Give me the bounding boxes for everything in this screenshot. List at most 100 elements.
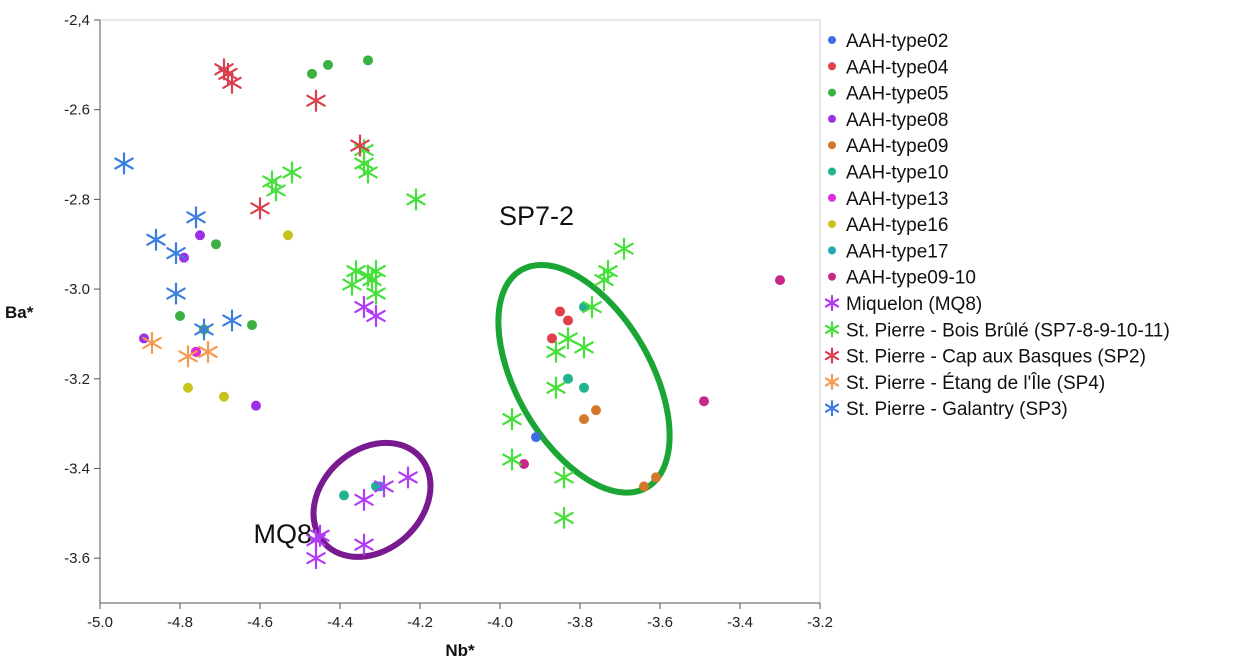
asterisk-stroke: [310, 529, 330, 542]
legend-item: AAH-type10: [828, 163, 948, 184]
dot-point: [591, 405, 601, 416]
asterisk-point: [554, 466, 574, 489]
series-7: [183, 230, 293, 402]
annotation-label: MQ8: [253, 519, 312, 549]
asterisk-point: [546, 376, 566, 399]
asterisk-stroke: [354, 538, 374, 551]
asterisk-stroke: [354, 493, 374, 506]
asterisk-stroke: [366, 287, 386, 300]
dot-point: [699, 396, 709, 407]
asterisk-stroke: [346, 265, 366, 278]
dot-point: [175, 310, 185, 321]
legend-item: AAH-type05: [828, 84, 948, 105]
asterisk-point: [306, 529, 326, 552]
series-12: [214, 58, 370, 220]
legend-item: St. Pierre - Cap aux Basques (SP2): [824, 347, 1146, 368]
asterisk-stroke: [350, 139, 370, 152]
asterisk-point: [266, 179, 286, 202]
dot-point: [531, 432, 541, 443]
asterisk-point: [824, 347, 840, 364]
asterisk-point: [574, 336, 594, 359]
asterisk-point: [502, 408, 522, 431]
dot-point: [563, 315, 573, 326]
legend-item: St. Pierre - Galantry (SP3): [824, 399, 1068, 420]
asterisk-point: [166, 282, 186, 305]
asterisk-stroke: [824, 324, 840, 334]
x-tick-label: -4.8: [167, 614, 193, 631]
asterisk-point: [594, 269, 614, 292]
asterisk-stroke: [406, 193, 426, 206]
legend-label: AAH-type13: [846, 189, 948, 210]
asterisk-stroke: [398, 471, 418, 484]
series-4: [579, 405, 661, 492]
asterisk-point: [166, 242, 186, 265]
legend-item: AAH-type13: [828, 189, 948, 210]
asterisk-stroke: [558, 332, 578, 345]
asterisk-stroke: [198, 345, 218, 358]
asterisk-stroke: [166, 287, 186, 300]
dot-point: [219, 391, 229, 402]
legend-item: AAH-type16: [828, 215, 948, 236]
asterisk-point: [614, 237, 634, 260]
series-13: [142, 331, 218, 368]
asterisk-stroke: [114, 157, 134, 170]
axes: -5.0 -4.8 -4.6 -4.4 -4.2 -4.0 -3.8 -3.6 -3.4 -3.2…: [5, 12, 833, 660]
asterisk-point: [198, 340, 218, 363]
legend-label: AAH-type16: [846, 215, 948, 236]
legend-item: AAH-type04: [828, 57, 949, 78]
asterisk-stroke: [222, 76, 242, 89]
asterisk-stroke: [146, 233, 166, 246]
asterisk-point: [306, 547, 326, 570]
asterisk-point: [306, 89, 326, 112]
asterisk-stroke: [306, 94, 326, 107]
asterisk-point: [222, 309, 242, 332]
asterisk-stroke: [142, 336, 162, 349]
asterisk-stroke: [194, 323, 214, 336]
dot-point: [775, 275, 785, 286]
y-tick-label: -3.4: [64, 460, 90, 477]
asterisk-stroke: [178, 350, 198, 363]
series-14: [114, 152, 242, 341]
legend-label: AAH-type17: [846, 241, 948, 262]
dot-point: [339, 490, 349, 501]
asterisk-stroke: [306, 534, 326, 547]
asterisk-point: [282, 161, 302, 184]
y-axis-title: Ba*: [5, 303, 34, 322]
asterisk-point: [546, 340, 566, 363]
asterisk-point: [114, 152, 134, 175]
dot-point: [323, 59, 333, 70]
legend-label: AAH-type09: [846, 136, 948, 157]
legend-dot-marker: [828, 62, 836, 71]
x-tick-label: -3.2: [807, 614, 833, 631]
asterisk-point: [146, 228, 166, 251]
asterisk-point: [824, 400, 840, 417]
legend-item: AAH-type02: [828, 31, 948, 52]
x-tick-label: -3.6: [647, 614, 673, 631]
dot-point: [547, 333, 557, 344]
asterisk-stroke: [266, 184, 286, 197]
legend-item: Miquelon (MQ8): [824, 294, 982, 315]
x-tick-label: -5.0: [87, 614, 113, 631]
legend-label: AAH-type09-10: [846, 268, 976, 289]
asterisk-stroke: [282, 166, 302, 179]
legend-item: AAH-type09: [828, 136, 948, 157]
asterisk-stroke: [554, 511, 574, 524]
series-0: [531, 432, 541, 443]
asterisk-stroke: [614, 242, 634, 255]
asterisk-point: [406, 188, 426, 211]
asterisk-stroke: [502, 413, 522, 426]
legend-dot-marker: [828, 167, 836, 176]
asterisk-point: [824, 321, 840, 338]
asterisk-stroke: [358, 166, 378, 179]
asterisk-point: [222, 71, 242, 94]
dot-point: [519, 458, 529, 469]
asterisk-point: [362, 269, 382, 292]
plot-area: [99, 19, 821, 604]
dot-point: [555, 306, 565, 317]
annotation-label: SP7-2: [499, 201, 574, 231]
x-tick-label: -4.2: [407, 614, 433, 631]
dot-point: [307, 68, 317, 79]
legend-label: St. Pierre - Cap aux Basques (SP2): [846, 347, 1146, 368]
x-tick-label: -4.4: [327, 614, 353, 631]
